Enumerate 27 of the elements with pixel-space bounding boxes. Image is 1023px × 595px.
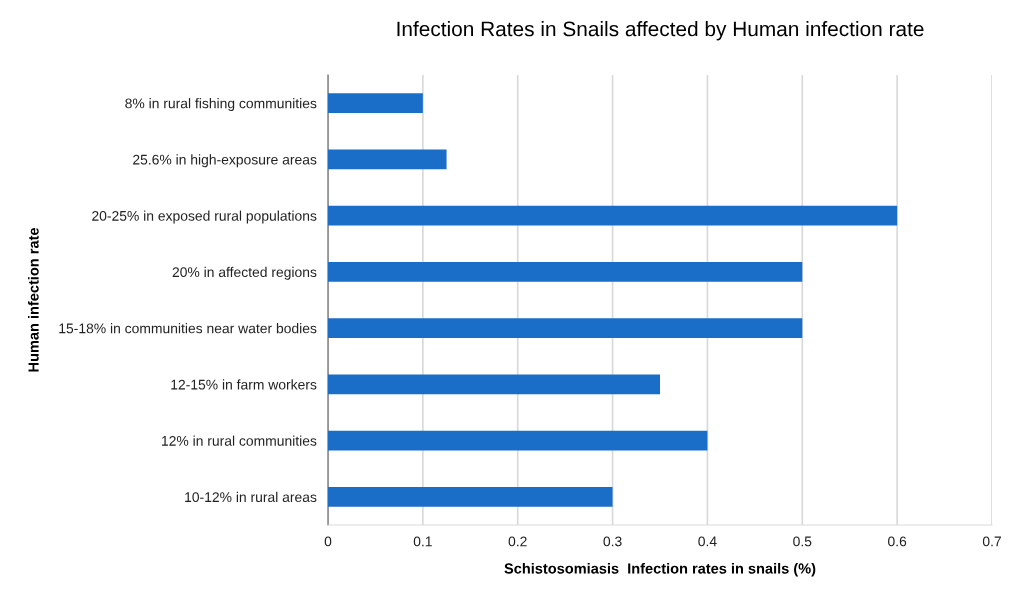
bar [328,487,613,507]
bar [328,262,803,282]
x-tick-label: 0.2 [508,536,527,547]
y-tick-label: 8% in rural fishing communities [125,98,317,112]
y-tick-label: 20% in affected regions [172,266,317,280]
x-tick-label: 0.4 [698,536,717,547]
bar [328,318,803,338]
bar [328,205,898,226]
x-tick-label: 0.3 [603,536,622,547]
x-axis-title: Schistosomiasis Infection rates in snails (%) [504,562,816,577]
bar [328,93,423,113]
y-tick-label: 25.6% in high-exposure areas [133,154,317,168]
y-tick-label: 15-18% in communities near water bodies [59,323,317,334]
x-tick-label: 0.5 [793,536,812,547]
bar [328,374,660,395]
y-axis-title: Human infection rate [28,227,39,372]
y-tick-label: 12-15% in farm workers [171,379,317,390]
y-tick-label: 10-12% in rural areas [185,491,317,503]
bar [328,149,447,170]
x-tick-label: 0 [324,536,332,547]
chart-title: Infection Rates in Snails affected by Human infection rate [397,21,924,41]
bar [328,430,708,451]
x-tick-label: 0.7 [982,536,1001,547]
x-tick-label: 0.6 [888,536,907,547]
y-tick-label: 12% in rural communities [162,435,317,446]
y-tick-label: 20-25% in exposed rural populations [92,210,317,224]
x-tick-label: 0.1 [413,536,432,547]
